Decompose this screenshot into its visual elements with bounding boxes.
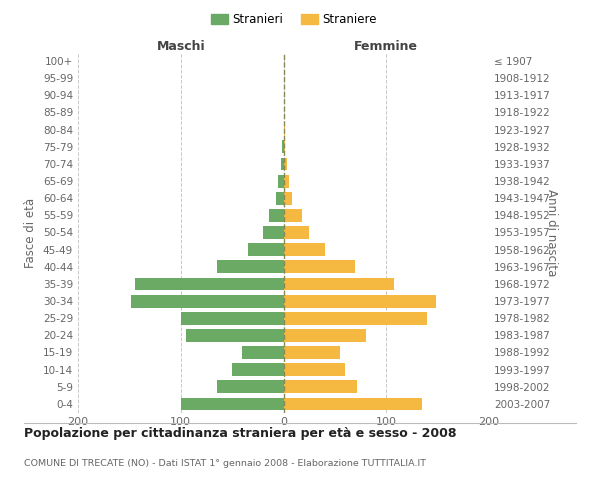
Text: Maschi: Maschi <box>157 40 205 52</box>
Text: COMUNE DI TRECATE (NO) - Dati ISTAT 1° gennaio 2008 - Elaborazione TUTTITALIA.IT: COMUNE DI TRECATE (NO) - Dati ISTAT 1° g… <box>24 459 426 468</box>
Bar <box>181 312 284 324</box>
Y-axis label: Fasce di età: Fasce di età <box>25 198 37 268</box>
Bar <box>278 174 284 188</box>
Bar <box>284 226 309 239</box>
Bar <box>181 398 284 410</box>
Bar <box>269 209 284 222</box>
Bar <box>284 209 302 222</box>
Bar <box>186 329 284 342</box>
Bar <box>284 329 366 342</box>
Bar <box>284 174 289 188</box>
Legend: Stranieri, Straniere: Stranieri, Straniere <box>206 8 382 31</box>
Bar <box>217 380 284 393</box>
Bar <box>242 346 284 359</box>
Bar <box>284 243 325 256</box>
Bar <box>284 398 422 410</box>
Bar <box>283 140 284 153</box>
Bar <box>217 260 284 273</box>
Bar <box>284 294 436 308</box>
Y-axis label: Anni di nascita: Anni di nascita <box>545 189 557 276</box>
Bar <box>284 260 355 273</box>
Text: Femmine: Femmine <box>354 40 418 52</box>
Bar <box>284 363 345 376</box>
Bar <box>284 312 427 324</box>
Bar <box>131 294 284 308</box>
Bar <box>281 158 284 170</box>
Bar <box>263 226 284 239</box>
Bar <box>134 278 284 290</box>
Bar <box>284 278 394 290</box>
Bar <box>284 346 340 359</box>
Bar <box>284 158 287 170</box>
Bar <box>232 363 284 376</box>
Bar <box>284 192 292 204</box>
Text: Popolazione per cittadinanza straniera per età e sesso - 2008: Popolazione per cittadinanza straniera p… <box>24 428 457 440</box>
Bar <box>277 192 284 204</box>
Bar <box>248 243 284 256</box>
Bar <box>284 380 358 393</box>
